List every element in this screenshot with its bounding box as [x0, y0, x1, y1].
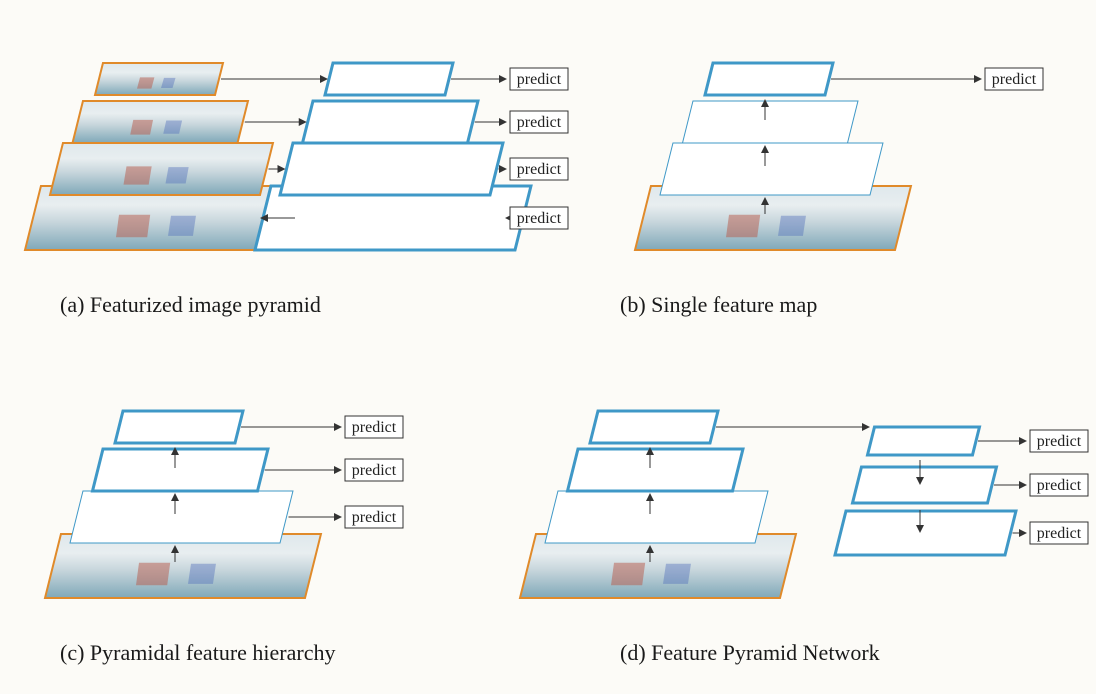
predict-label: predict	[992, 71, 1037, 88]
caption-b: (b) Single feature map	[620, 292, 817, 318]
predict-label: predict	[517, 71, 562, 88]
predict-label: predict	[1037, 477, 1082, 494]
predict-label: predict	[352, 419, 397, 436]
predict-label: predict	[517, 161, 562, 178]
caption-c: (c) Pyramidal feature hierarchy	[60, 640, 335, 666]
predict-label: predict	[352, 509, 397, 526]
caption-d: (d) Feature Pyramid Network	[620, 640, 880, 666]
predict-label: predict	[517, 114, 562, 131]
predict-label: predict	[1037, 525, 1082, 542]
predict-label: predict	[517, 210, 562, 227]
predict-label: predict	[1037, 433, 1082, 450]
predict-label: predict	[352, 462, 397, 479]
caption-a: (a) Featurized image pyramid	[60, 292, 321, 318]
